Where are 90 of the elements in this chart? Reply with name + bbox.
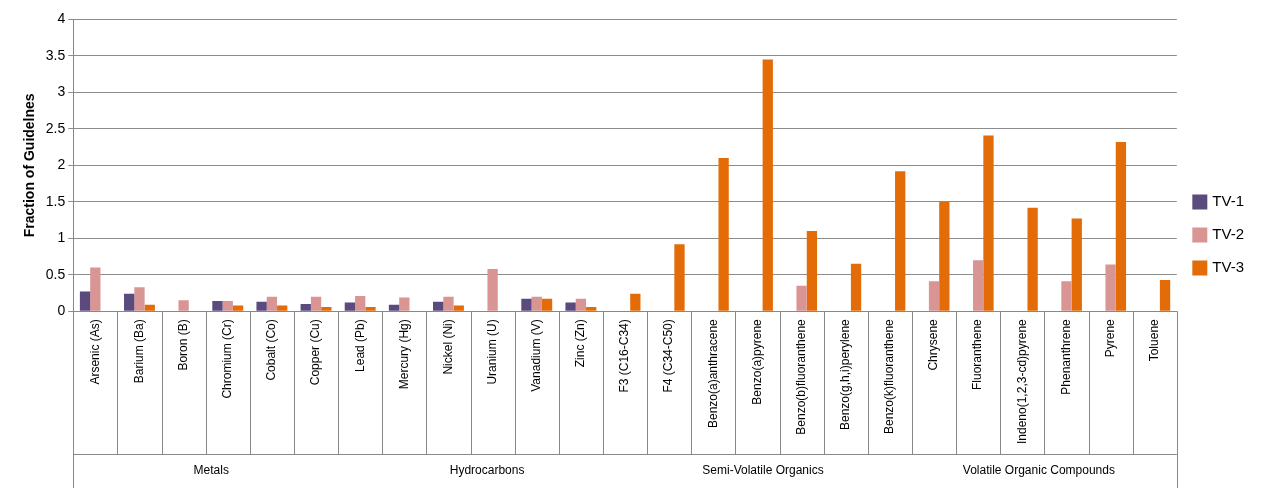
bar <box>1105 264 1116 311</box>
x-tick-label: Copper (Cu) <box>308 319 323 386</box>
bar <box>300 303 311 311</box>
y-tick-label: 1 <box>57 229 66 246</box>
y-tick-label: 2.5 <box>45 119 66 136</box>
bar <box>388 304 400 311</box>
bar <box>806 230 818 311</box>
bar <box>443 296 454 311</box>
bar <box>531 296 542 311</box>
bar <box>365 306 376 311</box>
x-tick-label: F3 (C16-C34) <box>617 319 632 393</box>
bar <box>256 301 267 311</box>
x-tick-label: Pyrene <box>1102 318 1117 358</box>
x-tick-label: Benzo(k)fluoranthene <box>882 318 897 434</box>
bar <box>232 305 244 311</box>
bar <box>575 298 587 311</box>
x-tick-label: Fluoranthene <box>970 318 985 390</box>
y-tick-label: 4 <box>57 10 66 27</box>
bar <box>796 285 807 311</box>
x-tick-label: Benzo(a)pyrene <box>749 318 764 405</box>
y-axis-title: Fraction of Guidelnes <box>21 93 38 238</box>
bar <box>90 267 101 311</box>
bar <box>433 301 444 311</box>
bar <box>1027 207 1038 311</box>
x-tick-label: Mercury (Hg) <box>396 319 411 390</box>
bar <box>277 305 288 311</box>
text: Metals <box>193 463 229 478</box>
x-tick-label: Nickel (Ni) <box>440 319 455 375</box>
text: Volatile Organic Compounds <box>962 463 1115 478</box>
bar <box>212 301 223 311</box>
bar <box>1061 281 1072 311</box>
bar <box>1115 141 1127 311</box>
text: Hydrocarbons <box>449 463 525 478</box>
bar <box>453 305 464 311</box>
x-tick-label: Benzo(b)fluoranthene <box>793 318 808 435</box>
bar <box>266 296 278 311</box>
bar <box>983 135 994 311</box>
y-tick-label: 0.5 <box>45 265 66 282</box>
bar <box>565 302 576 311</box>
x-tick-label: Chromium (Cr) <box>220 319 235 399</box>
bar <box>541 298 553 311</box>
x-tick-label: Chrysene <box>926 318 941 371</box>
y-tick-label: 3 <box>57 83 66 100</box>
bar <box>630 293 641 311</box>
y-tick-label: 3.5 <box>45 46 66 63</box>
text: Semi-Volatile Organics <box>702 463 824 478</box>
x-tick-label: Indeno(1,2,3-cd)pyrene <box>1014 318 1029 444</box>
bar <box>355 295 366 311</box>
bar <box>939 201 950 311</box>
x-tick-label: Cobalt (Co) <box>264 319 279 381</box>
x-tick-label: Phenanthrene <box>1058 318 1073 395</box>
bar <box>134 287 145 311</box>
bar <box>850 263 862 311</box>
bar <box>310 296 322 311</box>
bar <box>399 297 410 311</box>
bar <box>718 158 729 311</box>
bar <box>124 293 135 311</box>
bar <box>321 306 332 311</box>
bar <box>973 260 984 311</box>
x-tick-label: Vanadium (V) <box>529 319 544 392</box>
bar <box>344 302 356 311</box>
bar <box>1071 218 1082 311</box>
x-tick-label: Benzo(g,h,i)perylene <box>838 318 853 430</box>
y-tick-label: 2 <box>57 156 66 173</box>
bar <box>487 268 498 311</box>
y-tick-label: 1.5 <box>45 192 66 209</box>
x-tick-label: Lead (Pb) <box>352 319 367 372</box>
bar <box>222 301 233 311</box>
bar <box>144 304 155 311</box>
bar <box>674 244 685 311</box>
legend-label: TV-1 <box>1212 192 1245 210</box>
x-tick-label: Barium (Ba) <box>131 319 146 384</box>
bar <box>79 291 91 311</box>
x-tick-label: F4 (C34-C50) <box>661 319 676 393</box>
bar <box>521 298 532 311</box>
bar <box>178 300 189 311</box>
x-tick-label: Arsenic (As) <box>87 319 102 385</box>
x-tick-label: Boron (B) <box>175 319 190 371</box>
bar <box>895 171 906 311</box>
legend-label: TV-2 <box>1212 225 1245 243</box>
x-tick-label: Zinc (Zn) <box>573 319 588 368</box>
bar <box>1159 279 1171 311</box>
y-tick-label: 0 <box>57 302 66 319</box>
bar <box>586 306 597 311</box>
x-tick-label: Benzo(a)anthracene <box>705 318 720 428</box>
x-tick-label: Uranium (U) <box>484 319 499 385</box>
bar <box>928 281 940 311</box>
bar <box>762 59 773 311</box>
legend-label: TV-3 <box>1212 258 1245 276</box>
x-tick-label: Toluene <box>1147 318 1162 362</box>
